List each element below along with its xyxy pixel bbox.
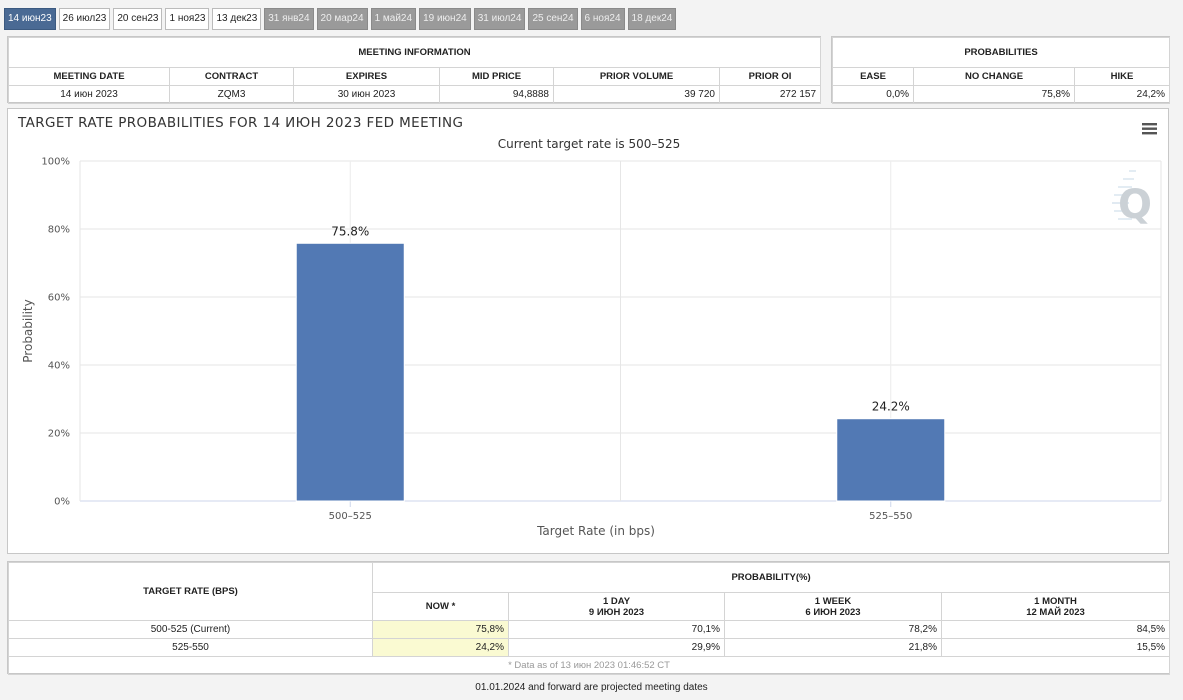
column-header: NOW * [372, 592, 509, 621]
meeting-information-title: MEETING INFORMATION [7, 37, 822, 68]
probabilities-title: PROBABILITIES [831, 37, 1171, 68]
cme-q-logo: Q [1112, 170, 1152, 228]
x-tick-label: 525–550 [869, 511, 912, 522]
tab-meeting-date[interactable]: 31 янв24 [264, 8, 314, 30]
tab-meeting-date[interactable]: 18 дек24 [627, 8, 677, 30]
tab-meeting-date[interactable]: 25 сен24 [528, 8, 578, 30]
column-header: MEETING DATE [8, 67, 170, 86]
projected-dates-note: 01.01.2024 and forward are projected mee… [475, 682, 708, 693]
y-axis-ticks: 0% 20% 40% 60% 80% 100% [41, 157, 70, 508]
column-header: EXPIRES [293, 67, 440, 86]
y-tick-label: 20% [48, 429, 70, 440]
tab-meeting-date[interactable]: 20 мар24 [316, 8, 368, 30]
chart-subtitle: Current target rate is 500–525 [498, 137, 681, 151]
column-header: 1 DAY 9 ИЮН 2023 [508, 592, 725, 621]
column-header: 1 WEEK 6 ИЮН 2023 [724, 592, 942, 621]
column-header: NO CHANGE [913, 67, 1075, 86]
tab-meeting-date[interactable]: 26 июл23 [58, 8, 111, 30]
column-header: PRIOR VOLUME [553, 67, 720, 86]
no-change-value: 75,8% [913, 85, 1075, 104]
chart-title: TARGET RATE PROBABILITIES FOR 14 ИЮН 202… [17, 115, 463, 131]
y-tick-label: 60% [48, 293, 70, 304]
probability-cell: 75,8% [372, 620, 509, 639]
chart-grid [79, 160, 1162, 507]
tab-meeting-date[interactable]: 31 июл24 [473, 8, 526, 30]
probability-cell: 78,2% [724, 620, 942, 639]
tab-meeting-date[interactable]: 13 дек23 [212, 8, 262, 30]
prior-volume-value: 39 720 [553, 85, 720, 104]
column-header: MID PRICE [439, 67, 554, 86]
meeting-date-value: 14 июн 2023 [8, 85, 170, 104]
y-tick-label: 80% [48, 225, 70, 236]
meeting-date-tabs: 14 июн23 26 июл23 20 сен23 1 ноя23 13 де… [4, 8, 677, 30]
y-axis-title: Probability [21, 299, 35, 362]
bar [836, 418, 946, 502]
svg-text:Q: Q [1118, 182, 1152, 228]
probabilities-panel: PROBABILITIES EASE NO CHANGE HIKE 0,0% 7… [831, 36, 1171, 104]
tab-meeting-date[interactable]: 19 июн24 [419, 8, 471, 30]
contract-value: ZQM3 [169, 85, 294, 104]
column-header: 1 MONTH 12 МАЙ 2023 [940, 592, 1171, 621]
target-rate-chart: TARGET RATE PROBABILITIES FOR 14 ИЮН 202… [17, 115, 1162, 538]
tab-meeting-date[interactable]: 6 ноя24 [580, 8, 625, 30]
probability-cell: 21,8% [724, 638, 942, 657]
column-header: HIKE [1073, 67, 1171, 86]
y-tick-label: 100% [41, 157, 70, 168]
x-axis-title: Target Rate (in bps) [536, 524, 655, 538]
probability-cell: 29,9% [508, 638, 725, 657]
probability-header: PROBABILITY(%) [371, 562, 1171, 593]
x-axis-ticks: 500–525 525–550 [329, 511, 913, 522]
probabilities-table: PROBABILITIES EASE NO CHANGE HIKE 0,0% 7… [831, 37, 1171, 104]
probability-cell: 15,5% [940, 638, 1171, 657]
tab-meeting-date[interactable]: 1 май24 [370, 8, 417, 30]
bar-data-label: 75.8% [331, 224, 369, 238]
y-tick-label: 40% [48, 361, 70, 372]
ease-value: 0,0% [832, 85, 914, 104]
table-row: 500-525 (Current) 75,8% 70,1% 78,2% 84,5… [8, 620, 1171, 639]
column-header: EASE [832, 67, 914, 86]
y-tick-label: 0% [54, 497, 70, 508]
bar [295, 242, 405, 502]
target-rate-cell: 525-550 [8, 638, 373, 657]
bar-data-label: 24.2% [872, 400, 910, 414]
target-rate-header: TARGET RATE (BPS) [8, 562, 373, 621]
column-header: CONTRACT [169, 67, 294, 86]
hamburger-menu-icon[interactable] [1140, 121, 1160, 137]
x-tick-label: 500–525 [329, 511, 372, 522]
target-rate-cell: 500-525 (Current) [8, 620, 373, 639]
probability-cell: 84,5% [940, 620, 1171, 639]
tab-meeting-date[interactable]: 14 июн23 [4, 8, 56, 30]
meeting-information-panel: MEETING INFORMATION MEETING DATE CONTRAC… [7, 36, 822, 104]
probability-cell: 70,1% [508, 620, 725, 639]
hike-value: 24,2% [1073, 85, 1171, 104]
tab-meeting-date[interactable]: 1 ноя23 [165, 8, 210, 30]
chart-panel: TARGET RATE PROBABILITIES FOR 14 ИЮН 202… [7, 108, 1169, 554]
probability-history-table: TARGET RATE (BPS) PROBABILITY(%) NOW * 1… [7, 562, 1171, 675]
probability-history-panel: TARGET RATE (BPS) PROBABILITY(%) NOW * 1… [7, 561, 1171, 675]
column-header: PRIOR OI [718, 67, 822, 86]
meeting-information-table: MEETING INFORMATION MEETING DATE CONTRAC… [7, 37, 822, 104]
chart-bars: 75.8% 24.2% [295, 224, 946, 502]
table-row: 525-550 24,2% 29,9% 21,8% 15,5% [8, 638, 1171, 657]
mid-price-value: 94,8888 [439, 85, 554, 104]
expires-value: 30 июн 2023 [293, 85, 440, 104]
data-timestamp-footnote: * Data as of 13 июн 2023 01:46:52 CT [7, 656, 1171, 675]
prior-oi-value: 272 157 [718, 85, 822, 104]
probability-cell: 24,2% [372, 638, 509, 657]
tab-meeting-date[interactable]: 20 сен23 [113, 8, 163, 30]
